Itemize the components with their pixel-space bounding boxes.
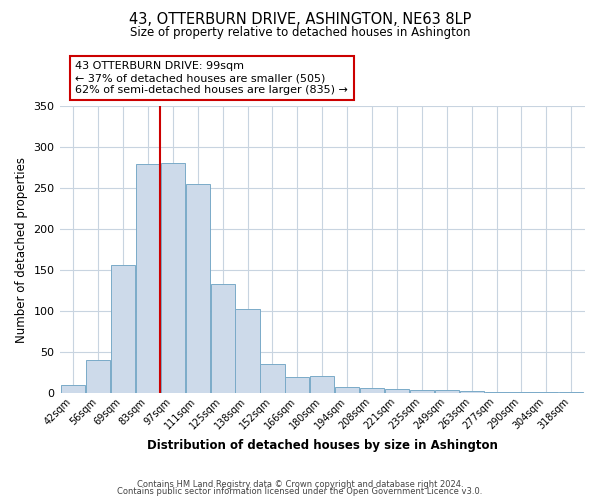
Bar	[111, 264, 135, 394]
Bar	[435, 390, 459, 394]
Bar	[310, 376, 334, 394]
X-axis label: Distribution of detached houses by size in Ashington: Distribution of detached houses by size …	[147, 440, 498, 452]
Bar	[535, 392, 559, 394]
Bar	[161, 162, 185, 394]
Text: 43, OTTERBURN DRIVE, ASHINGTON, NE63 8LP: 43, OTTERBURN DRIVE, ASHINGTON, NE63 8LP	[129, 12, 471, 28]
Text: Contains HM Land Registry data © Crown copyright and database right 2024.: Contains HM Land Registry data © Crown c…	[137, 480, 463, 489]
Bar	[61, 385, 85, 394]
Bar	[86, 360, 110, 394]
Bar	[460, 391, 484, 394]
Bar	[559, 392, 583, 394]
Bar	[211, 284, 235, 394]
Text: Size of property relative to detached houses in Ashington: Size of property relative to detached ho…	[130, 26, 470, 39]
Bar	[185, 184, 210, 394]
Bar	[335, 387, 359, 394]
Bar	[235, 309, 260, 394]
Bar	[136, 164, 160, 394]
Bar	[260, 364, 284, 394]
Text: Contains public sector information licensed under the Open Government Licence v3: Contains public sector information licen…	[118, 488, 482, 496]
Bar	[360, 388, 384, 394]
Y-axis label: Number of detached properties: Number of detached properties	[15, 156, 28, 342]
Bar	[285, 377, 310, 394]
Text: 43 OTTERBURN DRIVE: 99sqm
← 37% of detached houses are smaller (505)
62% of semi: 43 OTTERBURN DRIVE: 99sqm ← 37% of detac…	[76, 62, 348, 94]
Bar	[385, 390, 409, 394]
Bar	[410, 390, 434, 394]
Bar	[509, 392, 533, 394]
Bar	[485, 392, 509, 394]
